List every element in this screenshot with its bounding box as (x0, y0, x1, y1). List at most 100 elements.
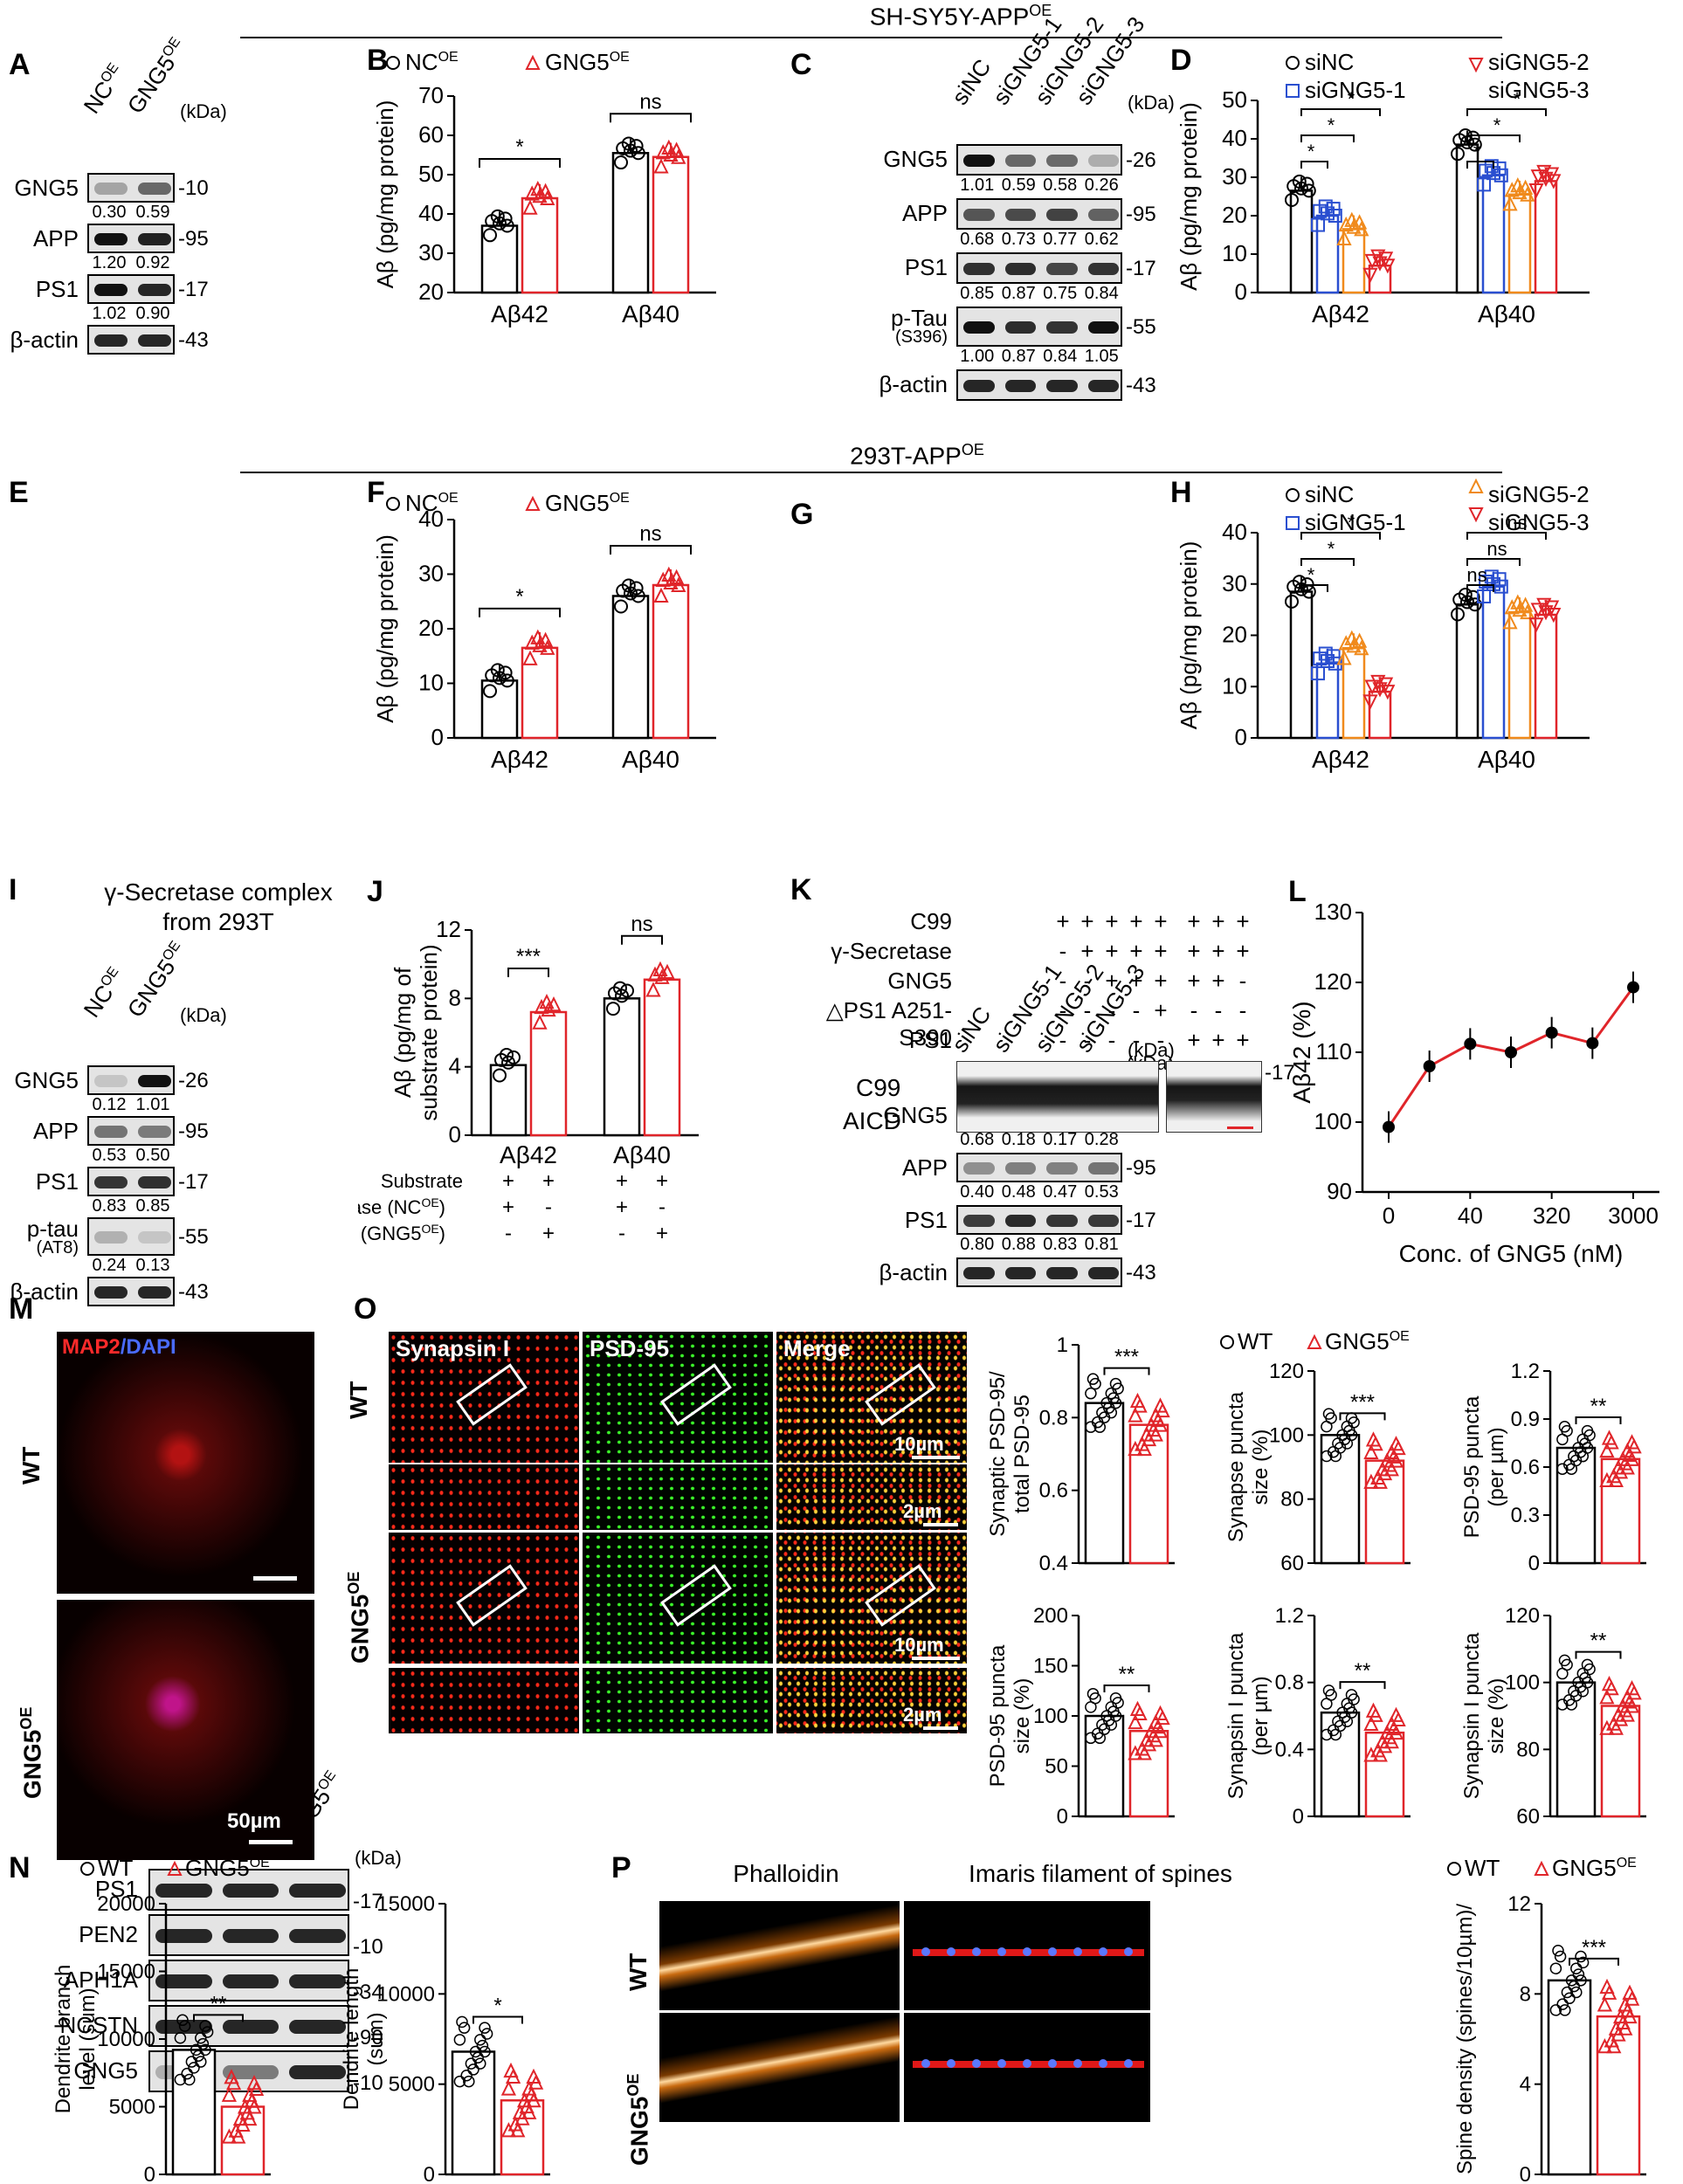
chart-o6: 60 80 100 120 Synapsin I puncta size (%) ** (1460, 1604, 1646, 1829)
k-sign: + (1154, 997, 1168, 1023)
legend-label: siNC (1305, 49, 1354, 75)
bar (652, 155, 690, 294)
k-row-name: C99 (910, 908, 952, 934)
data-point (1599, 1471, 1615, 1488)
data-point (463, 2075, 475, 2088)
blot-row-name: NCSTN (59, 2012, 138, 2038)
chart-o2: 60 80 100 120 Synapse puncta size (%) *** WT GNG… (1220, 1328, 1411, 1575)
panel-o-col-label: Merge (783, 1335, 851, 1361)
data-point (1606, 2038, 1622, 2054)
y-axis-label-2: (sum) (364, 2012, 388, 2065)
panel-label: J (367, 875, 383, 908)
panel-o-scale-label: 2µm (903, 1500, 942, 1522)
y-tick-label: 120 (1314, 968, 1352, 995)
k-sign: + (1154, 938, 1168, 964)
x-tick-label: Aβ42 (491, 746, 548, 773)
x-tick-label: Aβ40 (622, 300, 679, 327)
blot-band (1004, 155, 1036, 167)
y-tick-label: 100 (1314, 1108, 1352, 1134)
data-point (1576, 1450, 1590, 1463)
blot-band (1004, 263, 1036, 275)
data-point (1626, 1685, 1642, 1700)
k-sign: + (1236, 938, 1250, 964)
data-point (1612, 1464, 1629, 1479)
data-point (221, 2086, 238, 2102)
blot-band (94, 183, 128, 195)
legend-symbol (525, 54, 541, 70)
k-row-name: γ-Secretase (831, 938, 952, 964)
y-tick-label: 40 (1222, 125, 1247, 151)
panel-o-image: 2µm (776, 1464, 967, 1530)
blot-row-kda: -43 (178, 1280, 209, 1304)
y-tick-label: 0.4 (1275, 1738, 1304, 1761)
blot-row-name-text: APP (32, 1118, 79, 1144)
blot-band (963, 1267, 995, 1279)
data-point (174, 2073, 187, 2086)
chart-p1: 0 4 8 12 Spine density (spines/10µm)/ *** WT GN… (1447, 1855, 1646, 2183)
y-tick-label: 0.9 (1511, 1408, 1540, 1431)
sig-bracket (1466, 558, 1521, 566)
cond-sign: - (545, 1195, 552, 1219)
legend-sup: OE (610, 50, 630, 65)
data-point (1563, 1992, 1576, 2005)
blot-quant: 0.53 (1084, 1182, 1119, 1202)
data-point (1362, 267, 1378, 283)
blot-row-name: β-actin (817, 1259, 948, 1285)
data-point (1363, 1715, 1379, 1732)
bar (1128, 1730, 1169, 1818)
blot-row-kda: -95 (178, 1120, 209, 1143)
data-point (183, 2073, 196, 2086)
k-sign: - (1214, 997, 1223, 1023)
blot-quant: 0.40 (960, 1182, 995, 1202)
bar (480, 224, 519, 294)
data-point (655, 571, 671, 587)
sig-bracket (1300, 532, 1381, 540)
blot-row-name-text: GNG5 (14, 1067, 79, 1093)
k-sign: + (1154, 968, 1168, 994)
panel-o-image (583, 1668, 773, 1733)
y-tick-label: 15000 (376, 1892, 435, 1916)
panel-p-spine (1124, 1947, 1133, 1956)
blot-row (87, 325, 175, 355)
panel-o-image (583, 1533, 773, 1664)
data-point (1089, 1377, 1101, 1390)
blot-band (138, 183, 171, 195)
panel-label-c: C (790, 48, 812, 81)
legend-symbol (386, 56, 400, 70)
legend-symbol (167, 1860, 183, 1876)
blot-quant: 0.85 (135, 1196, 170, 1216)
data-point (1467, 597, 1482, 612)
data-point (1328, 209, 1342, 223)
data-point (1546, 608, 1562, 624)
panel-p-spine (921, 1947, 930, 1956)
blot-row-kda: -95 (1126, 203, 1156, 226)
y-axis-label: PSD-95 puncta (986, 1644, 1010, 1787)
cond-sign: - (659, 1195, 666, 1219)
blot-band (1087, 321, 1119, 334)
x-tick-label: 0 (1383, 1202, 1395, 1229)
panel-p-row-wt: WT (624, 1953, 652, 1991)
panel-p-col-label: Phalloidin (733, 1860, 839, 1887)
y-tick-label: 12 (436, 916, 461, 942)
data-point (1505, 1046, 1517, 1058)
legend-symbol (1468, 478, 1484, 493)
sig-text: *** (1114, 1346, 1139, 1369)
y-axis-label: Synapsin I puncta (1224, 1632, 1248, 1799)
sig-bracket (1339, 1681, 1386, 1690)
sig-text: * (1514, 88, 1521, 110)
data-point (1556, 1998, 1569, 2010)
blot-band (222, 2020, 279, 2034)
panel-p-spine (972, 2059, 981, 2068)
y-axis-label: Spine density (spines/10µm)/ (1453, 1904, 1477, 2174)
chart-o1: 0.4 0.6 0.8 1 Synaptic PSD-95/total PSD-95 **… (986, 1333, 1175, 1575)
panel-label: L (1288, 875, 1307, 908)
blot-quant: 0.92 (135, 253, 170, 272)
blot-quant: 0.81 (1084, 1235, 1119, 1254)
y-tick-label: 30 (1222, 570, 1247, 596)
panel-p-scale-label: 5µm (1100, 2135, 1140, 2157)
k-sign: - (1156, 1027, 1165, 1053)
blot-row (87, 173, 175, 203)
k-sign: + (1211, 968, 1225, 994)
sig-bracket (1575, 1650, 1622, 1659)
sig-text: ** (1355, 1659, 1371, 1683)
